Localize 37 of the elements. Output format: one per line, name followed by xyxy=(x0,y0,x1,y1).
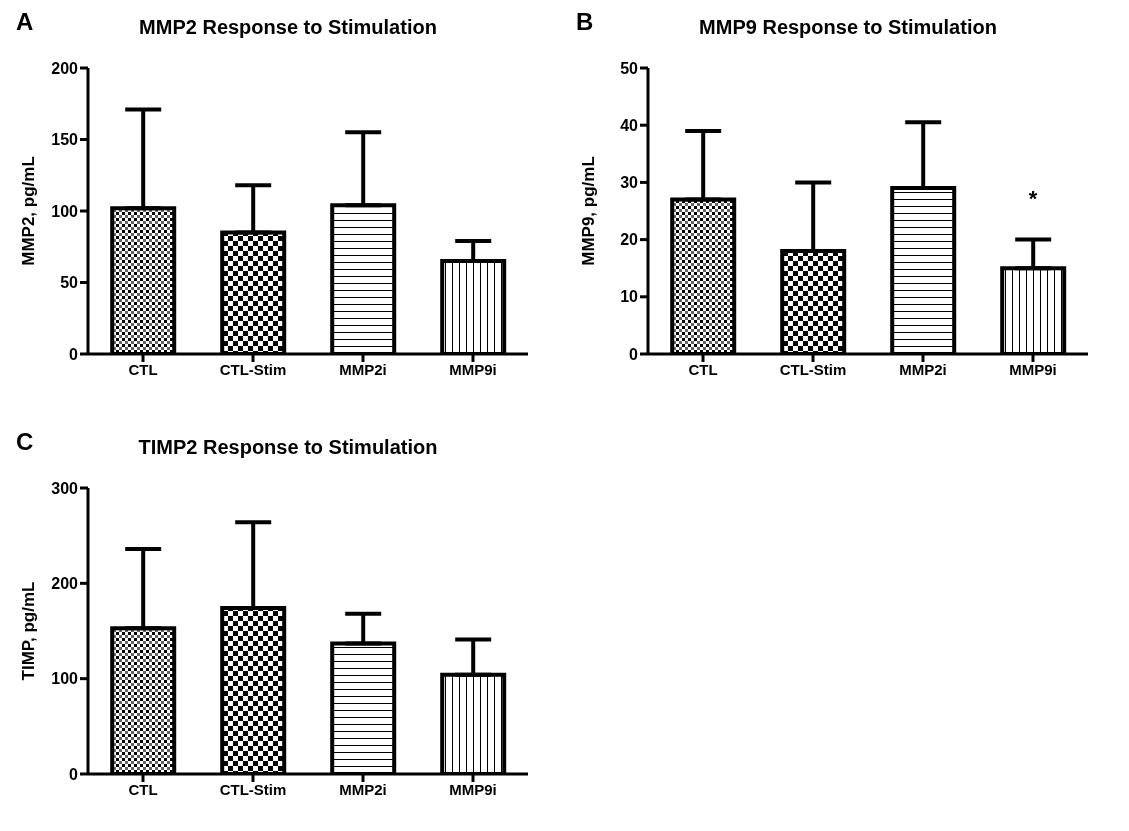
x-tick-label: CTL xyxy=(688,360,718,378)
chart-title: MMP9 Response to Stimulation xyxy=(698,16,998,39)
y-axis-title: TIMP, pg/mL xyxy=(19,581,39,681)
y-tick-label: 40 xyxy=(620,116,639,134)
x-tick-label: MMP9i xyxy=(449,780,497,798)
y-tick-label: 200 xyxy=(51,575,79,593)
y-tick-label: 30 xyxy=(620,174,639,192)
text: C xyxy=(16,428,34,456)
y-tick-label: 50 xyxy=(60,274,79,292)
y-axis-title: MMP9, pg/mL xyxy=(579,156,599,266)
y-tick-label: 300 xyxy=(51,479,79,497)
y-tick-label: 0 xyxy=(69,765,79,783)
y-tick-label: 10 xyxy=(620,288,639,306)
x-tick-label: MMP9i xyxy=(449,360,497,378)
y-tick-label: 50 xyxy=(620,59,639,77)
x-tick-label: CTL-Stim xyxy=(219,360,287,378)
x-tick-label: CTL-Stim xyxy=(219,780,287,798)
x-tick-label: MMP2i xyxy=(899,360,947,378)
y-axis-title: MMP2, pg/mL xyxy=(19,156,39,266)
y-tick-label: 20 xyxy=(620,231,639,249)
text: A xyxy=(16,8,34,36)
text: B xyxy=(576,8,594,36)
chart-title: TIMP2 Response to Stimulation xyxy=(137,436,439,459)
y-tick-label: 100 xyxy=(51,202,79,220)
y-tick-label: 0 xyxy=(629,345,639,363)
x-tick-label: CTL-Stim xyxy=(779,360,847,378)
x-tick-label: CTL xyxy=(128,780,158,798)
x-tick-label: MMP2i xyxy=(339,360,387,378)
y-tick-label: 150 xyxy=(51,131,79,149)
x-tick-label: MMP9i xyxy=(1009,360,1057,378)
annotation: * xyxy=(1028,185,1038,211)
x-tick-label: CTL xyxy=(128,360,158,378)
chart-title: MMP2 Response to Stimulation xyxy=(138,16,438,39)
y-tick-label: 200 xyxy=(51,59,79,77)
y-tick-label: 0 xyxy=(69,345,79,363)
x-tick-label: MMP2i xyxy=(339,780,387,798)
y-tick-label: 100 xyxy=(51,670,79,688)
